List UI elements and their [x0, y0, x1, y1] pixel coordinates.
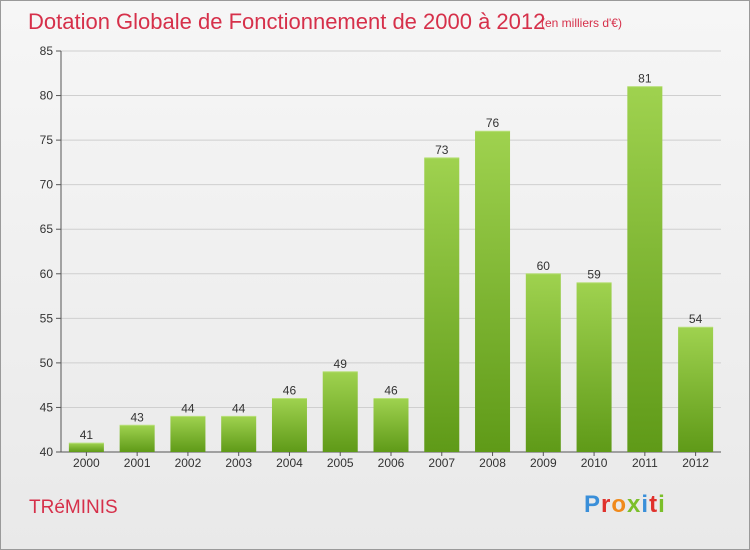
bar: [525, 273, 561, 452]
bar: [119, 425, 155, 452]
bar-value-label: 81: [638, 72, 652, 86]
logo-letter: t: [649, 491, 659, 518]
bar-value-label: 60: [537, 259, 551, 273]
y-tick-label: 45: [40, 400, 54, 414]
logo-letter: i: [641, 491, 650, 518]
logo-letter: r: [601, 491, 612, 518]
x-tick-label: 2005: [327, 456, 354, 470]
x-tick-label: 2008: [479, 456, 506, 470]
y-tick-label: 80: [40, 89, 54, 103]
y-tick-label: 85: [40, 44, 54, 58]
x-tick-label: 2010: [581, 456, 608, 470]
bar: [170, 416, 206, 452]
commune-name: TRéMINIS: [29, 497, 118, 518]
x-tick-label: 2006: [378, 456, 405, 470]
y-tick-label: 70: [40, 178, 54, 192]
bar-value-label: 73: [435, 143, 449, 157]
chart-title: Dotation Globale de Fonctionnement de 20…: [28, 9, 546, 34]
x-tick-label: 2009: [530, 456, 557, 470]
chart-subtitle: (en milliers d'€): [541, 16, 622, 30]
x-tick-label: 2001: [124, 456, 151, 470]
bar-value-label: 49: [334, 357, 348, 371]
bar: [678, 327, 714, 452]
x-tick-label: 2012: [682, 456, 709, 470]
x-tick-label: 2002: [175, 456, 202, 470]
bar-value-label: 54: [689, 312, 703, 326]
logo-letter: o: [611, 491, 628, 518]
x-tick-label: 2011: [632, 456, 658, 470]
y-tick-label: 55: [40, 311, 54, 325]
bar: [627, 86, 663, 453]
x-tick-label: 2003: [225, 456, 252, 470]
y-tick-label: 65: [40, 222, 54, 236]
proxiti-logo[interactable]: Proxiti: [584, 491, 666, 519]
bar-value-label: 44: [232, 401, 246, 415]
bar-value-label: 43: [130, 410, 144, 424]
bar-value-label: 44: [181, 401, 195, 415]
bar-value-label: 41: [80, 428, 94, 442]
bar: [424, 157, 460, 452]
y-tick-label: 60: [40, 267, 54, 281]
bar: [271, 398, 307, 452]
bar-value-label: 59: [587, 268, 601, 282]
bar-value-label: 46: [384, 384, 398, 398]
bar: [475, 131, 511, 452]
bar: [373, 398, 409, 452]
y-tick-label: 40: [40, 445, 54, 459]
bar-value-label: 46: [283, 384, 297, 398]
bar: [221, 416, 257, 452]
logo-letter: x: [627, 491, 642, 518]
logo-letter: P: [584, 491, 602, 518]
bar: [322, 371, 358, 452]
x-tick-label: 2007: [428, 456, 455, 470]
bar: [576, 282, 612, 452]
x-tick-label: 2000: [73, 456, 100, 470]
bar: [68, 443, 104, 452]
logo-letter: i: [658, 491, 666, 518]
y-tick-label: 75: [40, 133, 54, 147]
y-tick-label: 50: [40, 356, 54, 370]
x-tick-label: 2004: [276, 456, 303, 470]
bar-value-label: 76: [486, 116, 500, 130]
